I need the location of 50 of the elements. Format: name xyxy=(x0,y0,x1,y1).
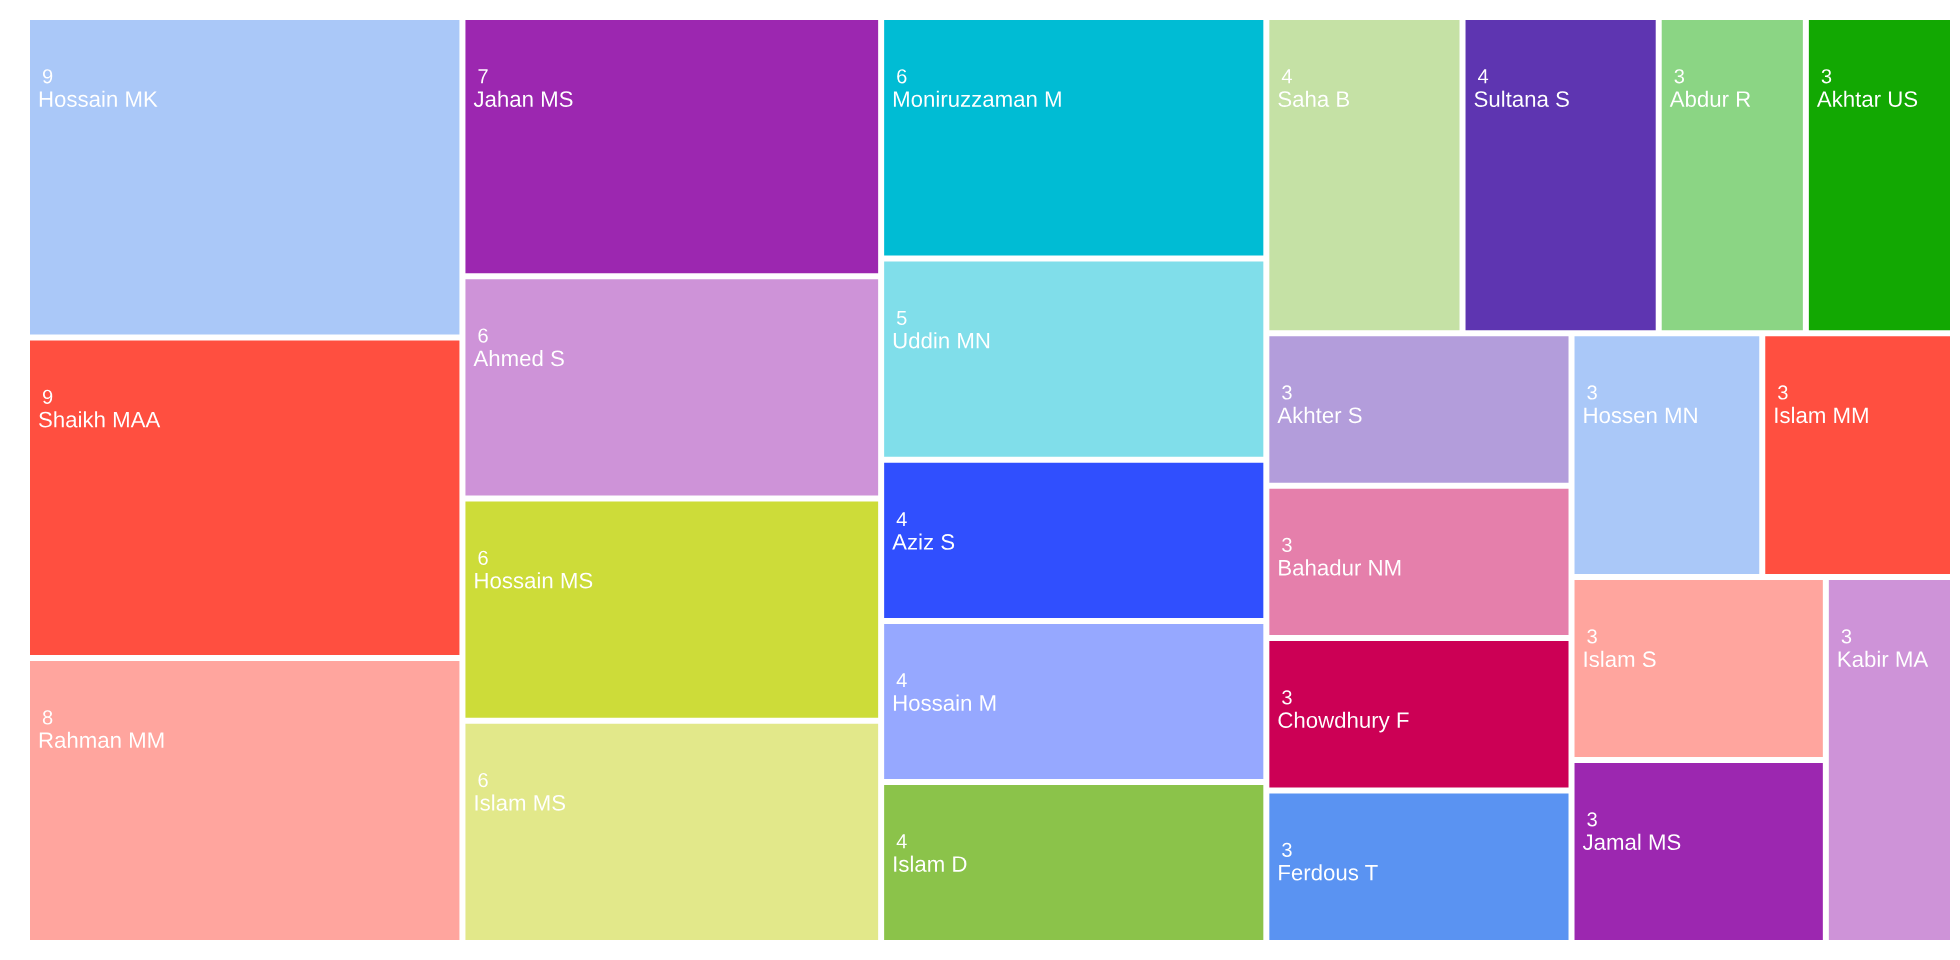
data-label: 3 xyxy=(1282,842,1292,857)
category-label: Hossain M xyxy=(893,694,996,711)
data-label: 3 xyxy=(1282,537,1292,553)
category-label: Hossain MK xyxy=(39,90,158,107)
data-label: 4 xyxy=(896,834,907,849)
data-label: 4 xyxy=(1281,69,1292,84)
category-label: Islam S xyxy=(1584,650,1656,668)
data-label: 3 xyxy=(1587,812,1597,827)
data-label: 9 xyxy=(42,389,53,404)
category-label: Jahan MS xyxy=(473,90,573,107)
data-label: 6 xyxy=(478,550,488,565)
category-label: Kabir MA xyxy=(1838,650,1929,668)
category-label: Islam MS xyxy=(475,794,566,811)
data-label: 7 xyxy=(478,69,488,84)
data-label: 6 xyxy=(897,69,907,84)
data-label: 3 xyxy=(1587,629,1597,644)
data-label: 4 xyxy=(896,673,907,688)
data-label: 6 xyxy=(478,772,488,788)
data-label: 3 xyxy=(1821,69,1832,84)
data-label: 6 xyxy=(478,328,488,343)
category-label: Rahman MM xyxy=(39,731,164,749)
data-label: 4 xyxy=(896,512,907,527)
category-label: Abdur R xyxy=(1669,90,1751,107)
category-label: Sultana S xyxy=(1474,90,1569,107)
category-label: Akhtar US xyxy=(1816,90,1918,107)
category-label: Bahadur NM xyxy=(1279,559,1401,576)
category-label: Akhter S xyxy=(1277,406,1362,424)
category-label: Aziz S xyxy=(892,533,955,550)
category-label: Chowdhury F xyxy=(1278,711,1409,733)
data-label: 3 xyxy=(1282,385,1292,400)
category-label: Ahmed S xyxy=(473,349,564,367)
data-label: 9 xyxy=(42,69,53,84)
data-label: 3 xyxy=(1778,385,1788,400)
data-label: 5 xyxy=(896,310,907,325)
category-label: Hossen MN xyxy=(1584,407,1697,424)
category-label: Shaikh MAA xyxy=(39,411,161,428)
data-label: 4 xyxy=(1477,69,1489,84)
category-label: Ferdous T xyxy=(1279,864,1378,881)
category-label: Moniruzzaman M xyxy=(893,90,1061,107)
category-label: Hossain MS xyxy=(475,572,593,589)
data-label: 3 xyxy=(1674,69,1685,84)
category-label: Saha B xyxy=(1278,90,1350,107)
data-label: 3 xyxy=(1841,629,1852,644)
data-label: 3 xyxy=(1282,690,1292,705)
data-label: 3 xyxy=(1587,385,1597,400)
category-label: Islam D xyxy=(894,855,967,872)
data-label: 8 xyxy=(42,710,53,725)
category-label: Islam MM xyxy=(1775,406,1868,424)
category-label: Uddin MN xyxy=(893,332,990,349)
category-label: Jamal MS xyxy=(1582,833,1681,851)
